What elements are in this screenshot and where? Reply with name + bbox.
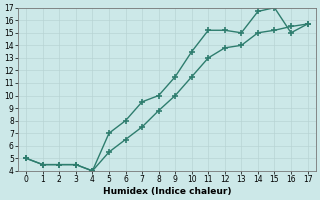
X-axis label: Humidex (Indice chaleur): Humidex (Indice chaleur) xyxy=(103,187,231,196)
